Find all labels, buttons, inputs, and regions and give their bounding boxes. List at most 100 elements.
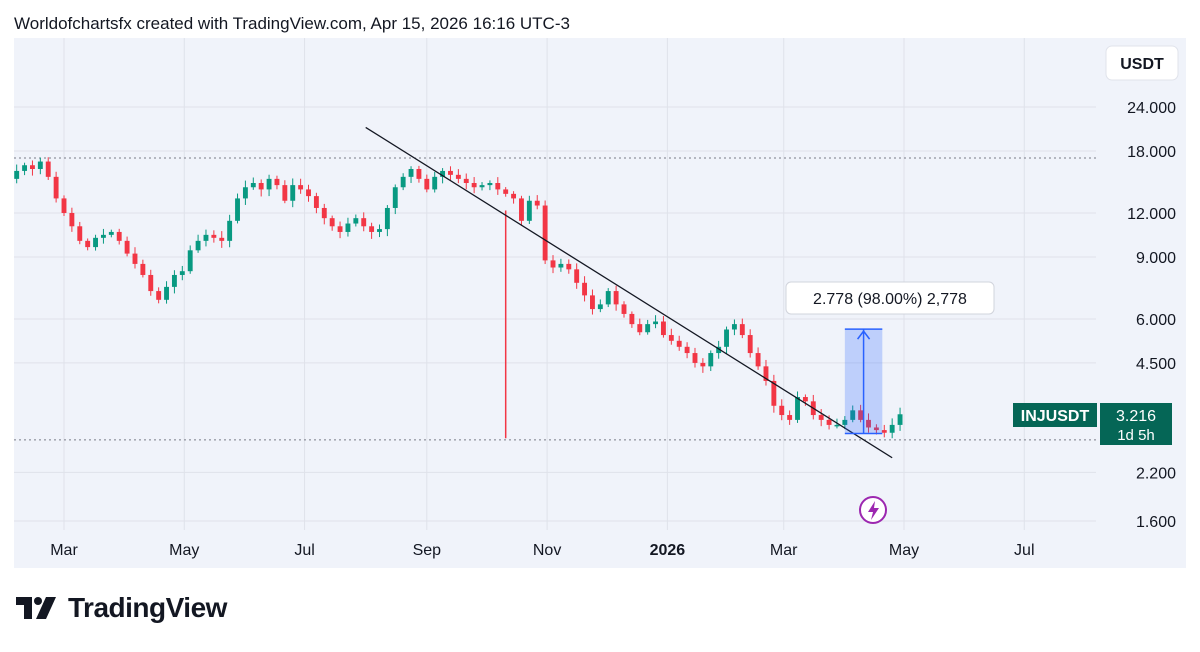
time-tick-label: Nov: [533, 542, 561, 559]
candle-body: [171, 274, 177, 287]
candle-body: [668, 335, 674, 341]
candle-body: [637, 324, 643, 333]
candle-body: [763, 366, 769, 381]
candle-body: [834, 424, 840, 427]
candle-body: [684, 346, 690, 354]
candle-body: [124, 240, 130, 254]
price-tick-label: 9.000: [1136, 250, 1176, 267]
flash-event-icon[interactable]: [859, 496, 887, 524]
candle-body: [100, 234, 106, 238]
candle-body: [266, 178, 272, 190]
price-tick-label: 2.200: [1136, 465, 1176, 482]
candle-body: [542, 205, 548, 261]
time-tick-label: 2026: [650, 542, 686, 559]
candle-body: [282, 185, 288, 201]
candle-body: [866, 419, 871, 428]
measurement-tool[interactable]: [844, 328, 883, 435]
candle-body: [779, 405, 785, 416]
candle-body: [700, 362, 706, 367]
measurement-arrowhead: [856, 329, 871, 340]
candle-body: [795, 397, 800, 420]
horizontal-levels: [14, 157, 1096, 441]
candle-body: [519, 198, 524, 221]
candle-body: [716, 346, 722, 354]
price-tick-label: 1.600: [1136, 514, 1176, 531]
candle-body: [140, 263, 146, 275]
candle-body: [53, 176, 59, 199]
candle-body: [503, 189, 509, 194]
time-tick-label: Mar: [770, 542, 798, 559]
tradingview-logo-icon: [16, 597, 56, 619]
candle-body: [77, 226, 83, 241]
trendline[interactable]: [365, 126, 893, 459]
candle-body: [235, 198, 240, 221]
candle-body: [195, 240, 201, 251]
candle-body: [889, 424, 895, 433]
last-price: 3.216: [1116, 408, 1156, 425]
candle-body: [258, 183, 264, 190]
candle-body: [692, 353, 698, 363]
candle-body: [621, 304, 627, 314]
candle-body: [227, 220, 233, 241]
candle-body: [771, 380, 777, 406]
candle-body: [313, 196, 319, 208]
tradingview-logo[interactable]: TradingView: [16, 592, 227, 624]
candle-body: [739, 324, 745, 336]
candle-body: [731, 324, 737, 330]
candle-body: [353, 218, 359, 224]
candle-body: [747, 335, 753, 354]
chart-gridlines: [14, 38, 1096, 530]
candle-body: [526, 200, 532, 221]
candle-body: [471, 183, 477, 188]
candle-body: [369, 226, 375, 232]
candle-body: [787, 415, 793, 420]
candle-body: [645, 324, 651, 333]
candle-body: [873, 427, 879, 431]
candle-body: [479, 185, 485, 188]
price-chart[interactable]: 2.778 (98.00%) 2,778 24.000 18.000 12.000 9…: [6, 38, 1186, 568]
candle-body: [708, 353, 714, 367]
candle-body: [108, 231, 114, 235]
price-tick-label: 4.500: [1136, 356, 1176, 373]
candle-body: [858, 410, 864, 420]
candle-body: [85, 240, 91, 248]
candle-body: [203, 234, 209, 241]
time-axis[interactable]: Mar May Jul Sep Nov 2026 Mar May Jul: [50, 542, 1034, 559]
measurement-label: 2.778 (98.00%) 2,778: [785, 281, 995, 315]
measurement-label-text: 2.778 (98.00%) 2,778: [813, 291, 967, 308]
time-tick-label: Jul: [1014, 542, 1034, 559]
currency-badge[interactable]: USDT: [1105, 45, 1179, 81]
measurement-label-box: [785, 281, 995, 315]
tradingview-wordmark: TradingView: [68, 592, 227, 623]
candle-body: [361, 218, 367, 227]
bar-countdown: 1d 5h: [1117, 427, 1155, 444]
candle-body: [377, 229, 382, 232]
candle-body: [897, 414, 903, 425]
candle-body: [660, 321, 666, 336]
chart-svg: 2.778 (98.00%) 2,778 24.000 18.000 12.000 9…: [6, 38, 1186, 568]
price-tick-label: 24.000: [1127, 100, 1176, 117]
time-tick-label: Mar: [50, 542, 78, 559]
candle-body: [582, 282, 588, 296]
candle-body: [850, 410, 856, 420]
candle-body: [93, 237, 98, 248]
candle-body: [495, 183, 501, 190]
currency-label: USDT: [1120, 56, 1164, 73]
price-axis[interactable]: 24.000 18.000 12.000 9.000 6.000 4.500 2.200 1.…: [1127, 100, 1176, 531]
candle-body: [148, 274, 154, 292]
candle-body: [818, 415, 824, 420]
candle-body: [61, 198, 67, 213]
candle-body: [321, 207, 327, 219]
candle-body: [337, 226, 343, 232]
candle-body: [842, 419, 848, 425]
candle-body: [329, 218, 335, 227]
candle-body: [826, 419, 832, 425]
candle-body: [274, 178, 280, 186]
candle-body: [629, 313, 635, 325]
candle-body: [597, 304, 603, 310]
candle-body: [653, 321, 658, 325]
candle-body: [487, 183, 493, 186]
candle-body: [37, 161, 43, 170]
candle-body: [179, 271, 185, 275]
price-tick-label: 12.000: [1127, 206, 1176, 223]
